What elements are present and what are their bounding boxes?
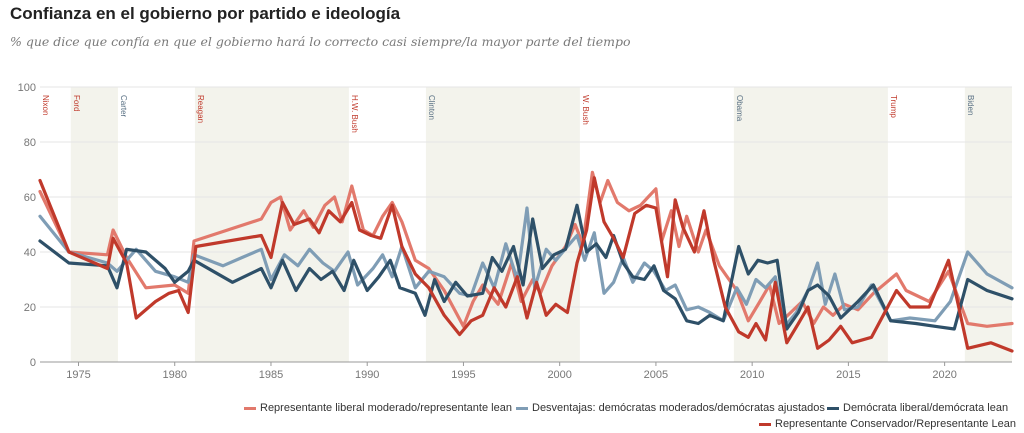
series-line-4	[38, 176, 1014, 353]
y-tick-label: 80	[24, 137, 36, 149]
y-axis-ticks: 0 20 40 60 80 100	[18, 82, 36, 369]
x-tick-label: 2000	[547, 369, 571, 381]
x-tick-label: 1980	[162, 369, 186, 381]
x-tick-label: 1995	[451, 369, 475, 381]
president-term-shade	[70, 87, 118, 362]
chart-title: Confianza en el gobierno por partido e i…	[10, 4, 401, 23]
x-tick-label: 2015	[836, 369, 860, 381]
x-tick-label: 1985	[259, 369, 283, 381]
legend-label: Representante Conservador/Representante …	[775, 418, 1016, 430]
president-term-shade	[194, 87, 349, 362]
president-label: Carter	[119, 95, 128, 118]
legend-swatch	[827, 406, 839, 410]
legend-item: Demócrata liberal/demócrata lean	[827, 402, 1008, 414]
y-tick-label: 0	[30, 357, 36, 369]
x-tick-label: 2020	[932, 369, 956, 381]
president-label: H.W. Bush	[350, 95, 359, 133]
legend-label: Representante liberal moderado/represent…	[260, 402, 512, 414]
x-tick-label: 2005	[644, 369, 668, 381]
series-lines	[38, 170, 1014, 353]
x-tick-label: 2010	[740, 369, 764, 381]
legend-swatch	[244, 406, 256, 410]
x-axis-ticks: 1975 1980 1985 1990 1995 2000 2005 2010 2015 2020	[66, 362, 957, 381]
y-tick-label: 60	[24, 192, 36, 204]
president-label: Nixon	[41, 95, 50, 115]
legend-item: Representante Conservador/Representante …	[759, 418, 1016, 430]
y-tick-label: 100	[18, 82, 36, 94]
legend-swatch	[516, 406, 528, 410]
president-term-shade	[964, 87, 1012, 362]
legend-label: Demócrata liberal/demócrata lean	[843, 402, 1009, 414]
chart-subtitle: % que dice que confía en que el gobierno…	[10, 34, 631, 49]
president-label: Reagan	[196, 95, 205, 123]
legend-item: Representante liberal moderado/represent…	[244, 402, 512, 414]
legend-label: Desventajas: demócratas moderados/demócr…	[532, 402, 825, 414]
y-tick-label: 40	[24, 247, 36, 259]
president-label: Ford	[72, 95, 81, 111]
president-label: Biden	[966, 95, 975, 115]
series-line-3	[38, 203, 1014, 331]
y-tick-label: 20	[24, 302, 36, 314]
president-shading	[70, 87, 1012, 362]
x-tick-label: 1975	[66, 369, 90, 381]
president-term-shade	[425, 87, 580, 362]
president-label: Clinton	[427, 95, 436, 120]
x-tick-label: 1990	[355, 369, 379, 381]
legend-item: Desventajas: demócratas moderados/demócr…	[516, 402, 825, 414]
legend-swatch	[759, 422, 771, 426]
president-label: Trump	[889, 95, 898, 118]
president-label: W. Bush	[581, 95, 590, 125]
series-line-2	[38, 206, 1014, 328]
president-label: Obama	[735, 95, 744, 122]
president-labels: Nixon Ford Carter Reagan H.W. Bush Clinton W. …	[41, 95, 975, 133]
